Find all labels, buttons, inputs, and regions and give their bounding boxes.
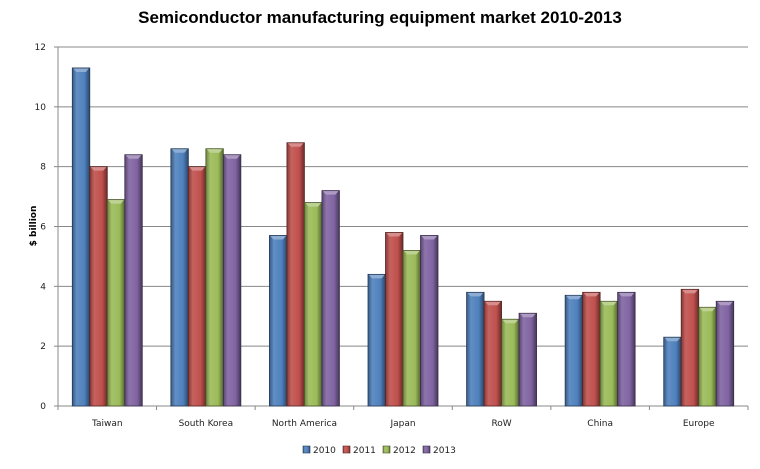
bar-bevel	[287, 143, 304, 147]
legend-swatch-2010	[302, 445, 311, 454]
bar-bevel	[369, 274, 385, 279]
bar-bevel	[108, 200, 124, 204]
x-tick-label: RoW	[491, 419, 511, 429]
bar-2010-china	[564, 294, 584, 407]
bar-2013-north-america	[321, 190, 340, 407]
bar-2012-taiwan	[106, 199, 126, 407]
bar-2012-south-korea	[205, 148, 224, 407]
bar-bevel	[566, 295, 582, 300]
bar-bevel	[206, 149, 223, 153]
bar-2013-taiwan	[124, 154, 143, 407]
bar-2010-row	[466, 291, 485, 407]
bar-bevel	[601, 301, 617, 306]
bar-2012-north-america	[304, 202, 323, 407]
y-tick-label: 2	[40, 342, 46, 352]
y-tick-label: 10	[35, 103, 47, 113]
legend-swatch-2013	[422, 445, 431, 454]
bar-bevel	[73, 68, 89, 72]
bar-bevel	[171, 149, 188, 153]
bar-2012-china	[599, 300, 619, 407]
legend-label-2011: 2011	[353, 446, 376, 456]
bar-bevel	[421, 235, 437, 240]
legend-label-2012: 2012	[393, 446, 416, 456]
bar-bevel	[90, 167, 107, 171]
bar-2011-taiwan	[89, 166, 108, 407]
y-tick-label: 0	[40, 402, 46, 412]
bar-bevel	[699, 307, 716, 312]
bar-bevel	[125, 155, 142, 159]
bar-bevel	[682, 289, 698, 294]
y-tick-label: 6	[40, 223, 46, 233]
legend-label-2013: 2013	[433, 446, 456, 456]
x-tick-label: China	[587, 419, 613, 429]
bar-2012-row	[501, 318, 520, 407]
bar-bevel	[520, 313, 536, 318]
bar-2013-south-korea	[222, 154, 242, 407]
bar-bevel	[224, 155, 240, 159]
x-tick-label: Taiwan	[91, 419, 123, 429]
chart-title: Semiconductor manufacturing equipment ma…	[138, 8, 622, 27]
legend-swatch-2012	[382, 445, 391, 454]
bar-2011-south-korea	[187, 166, 207, 407]
bar-bevel	[322, 191, 339, 195]
bar-2010-taiwan	[71, 67, 91, 407]
bar-2012-japan	[402, 250, 421, 407]
bar-2013-japan	[420, 235, 439, 407]
bar-2013-china	[617, 291, 636, 407]
bar-bevel	[485, 301, 501, 306]
bar-2011-china	[582, 291, 601, 407]
bar-bevel	[717, 301, 733, 306]
bar-bevel	[583, 292, 600, 297]
bar-bevel	[305, 203, 321, 207]
bar-bevel	[467, 292, 484, 297]
bar-bevel	[502, 319, 519, 324]
y-tick-label: 4	[40, 282, 46, 292]
x-tick-label: North America	[272, 419, 337, 429]
bar-2011-row	[483, 300, 502, 407]
bar-2010-europe	[663, 336, 682, 407]
bar-bevel	[270, 235, 286, 240]
bar-2011-north-america	[286, 142, 305, 407]
bar-bevel	[618, 292, 635, 297]
x-tick-label: Europe	[683, 419, 715, 429]
bar-bevel	[189, 167, 205, 171]
x-tick-label: Japan	[389, 419, 415, 429]
bar-bevel	[404, 250, 420, 255]
bar-bevel	[664, 337, 681, 342]
bar-2012-europe	[698, 306, 717, 407]
legend-label-2010: 2010	[313, 446, 336, 456]
y-axis-label: $ billion	[29, 206, 39, 247]
bar-2011-japan	[385, 232, 404, 407]
bar-2011-europe	[680, 288, 700, 407]
y-tick-label: 12	[35, 43, 46, 53]
bar-bevel	[386, 232, 402, 237]
bar-2013-europe	[715, 300, 735, 407]
legend-swatch-2011	[342, 445, 351, 454]
y-tick-label: 8	[40, 163, 46, 173]
x-tick-label: South Korea	[179, 419, 234, 429]
bar-2010-japan	[367, 273, 386, 407]
bar-2013-row	[518, 312, 537, 407]
bar-2010-north-america	[269, 235, 288, 407]
bar-2010-south-korea	[170, 148, 189, 407]
